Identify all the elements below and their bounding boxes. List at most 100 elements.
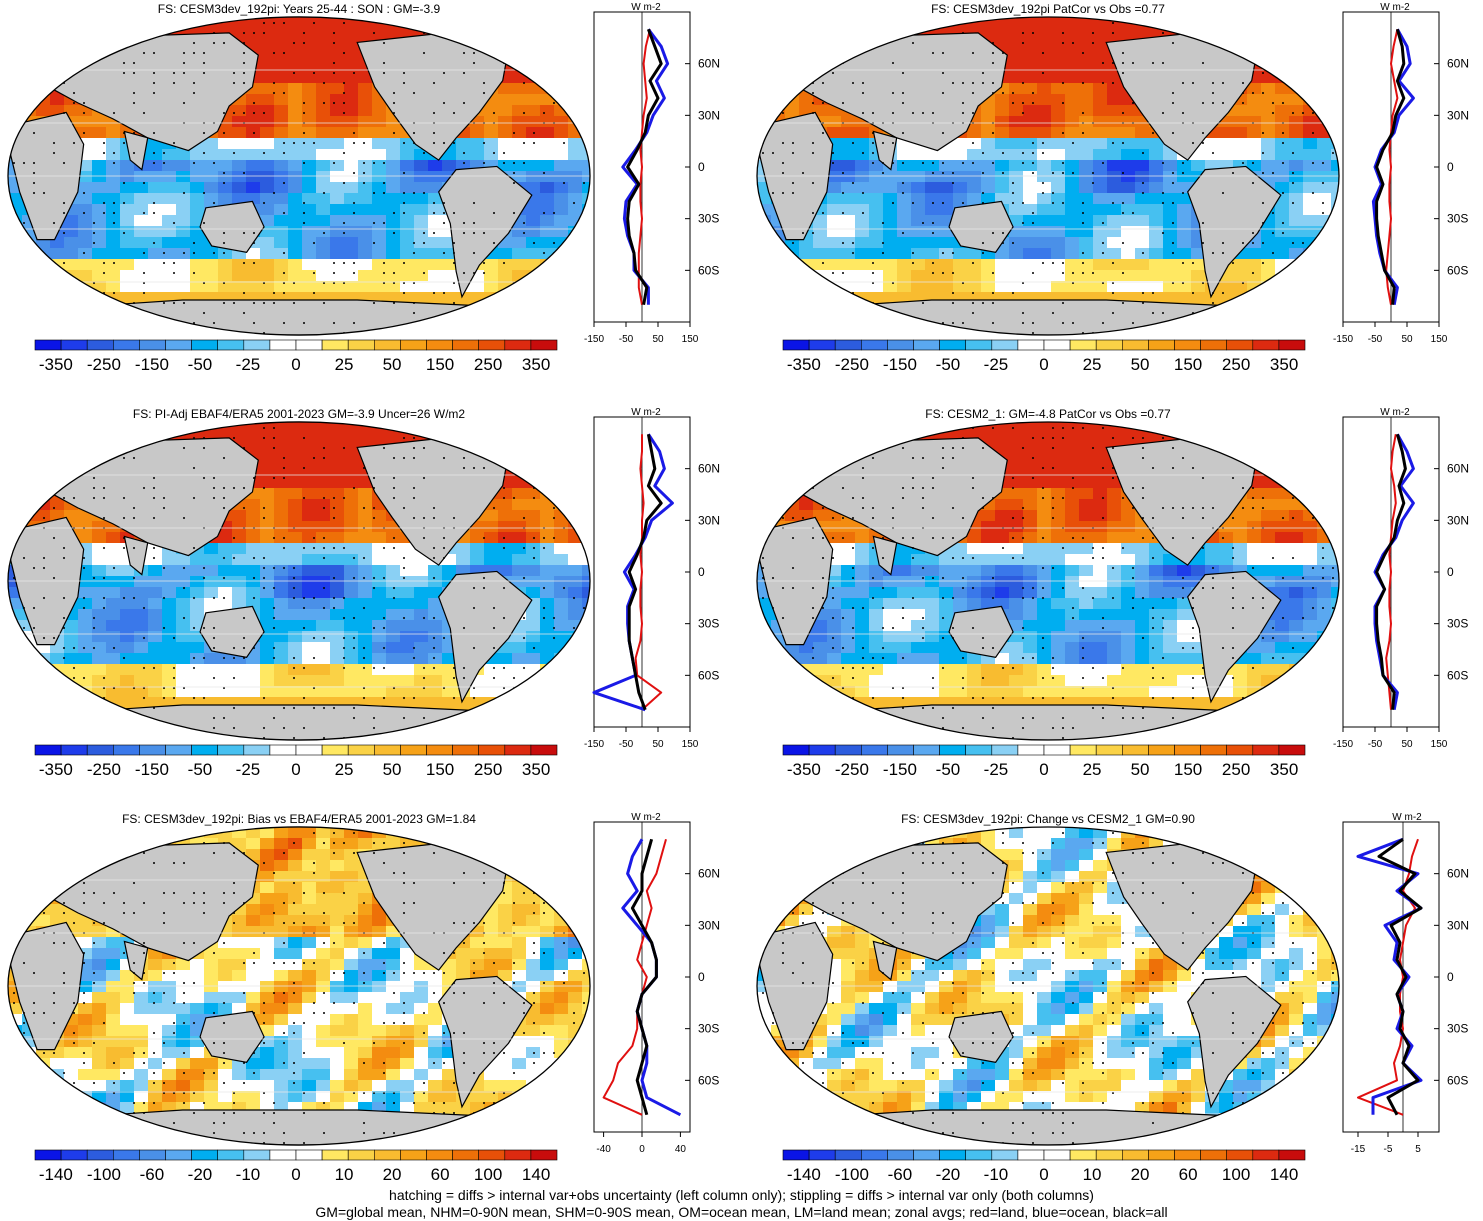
colorbar: -140 -100 -60 -20 -10 0 10 20 60 100 140 xyxy=(34,1149,558,1184)
colorbar-swatch xyxy=(1043,1149,1071,1161)
x-tick-label: 150 xyxy=(1431,334,1448,345)
map-field xyxy=(757,17,1339,335)
colorbar-swatch xyxy=(1017,744,1045,756)
x-tick-label: 50 xyxy=(652,334,664,345)
colorbar-swatch xyxy=(991,1149,1019,1161)
colorbar-swatch xyxy=(1226,744,1254,756)
graticule xyxy=(757,879,1339,1093)
footer-line-1: hatching = diffs > internal var+obs unce… xyxy=(389,1187,1094,1203)
profile-line-all xyxy=(630,838,658,1116)
y-tick-label: 60S xyxy=(1447,1073,1468,1087)
profile-line-land xyxy=(634,434,663,711)
colorbar-swatch xyxy=(139,1149,166,1161)
colorbar: -350 -250 -150 -50 -25 0 25 50 150 250 350 xyxy=(782,339,1306,374)
y-tick-label: 30S xyxy=(1447,212,1468,226)
colorbar-swatch xyxy=(782,744,810,756)
colorbar-swatch xyxy=(165,339,192,351)
colorbar-label: -60 xyxy=(888,1165,913,1184)
colorbar-label: 0 xyxy=(1039,355,1048,374)
land-greenland xyxy=(1245,430,1282,455)
y-tick-label: 30N xyxy=(1447,513,1469,527)
land-india xyxy=(872,130,898,171)
profile-line-all xyxy=(626,28,663,306)
colorbar-swatch xyxy=(400,1149,427,1161)
panel-title: FS: CESM3dev_192pi: Change vs CESM2_1 GM… xyxy=(901,812,1195,826)
x-tick-label: -150 xyxy=(584,739,604,750)
x-tick-label: -50 xyxy=(1368,334,1383,345)
colorbar-label: -250 xyxy=(835,355,869,374)
y-tick-label: 60S xyxy=(1447,263,1468,277)
colorbar-swatch xyxy=(1174,744,1201,756)
colorbar-swatch xyxy=(86,744,114,756)
colorbar-label: -20 xyxy=(936,1165,961,1184)
colorbar-swatch xyxy=(321,1149,349,1161)
land-australia xyxy=(199,605,265,658)
colorbar-swatch xyxy=(1148,1149,1175,1161)
colorbar-swatch xyxy=(452,339,480,351)
colorbar-swatch xyxy=(504,339,532,351)
x-tick-label: -50 xyxy=(619,334,634,345)
colorbar-label: -25 xyxy=(236,760,261,779)
x-tick-label: -50 xyxy=(619,739,634,750)
colorbar-label: -140 xyxy=(39,1165,73,1184)
colorbar-label: 150 xyxy=(426,355,454,374)
colorbar-swatch xyxy=(1069,1149,1097,1161)
y-tick-label: 60N xyxy=(1447,57,1469,71)
colorbar-swatch xyxy=(426,339,453,351)
colorbar-label: 250 xyxy=(474,355,502,374)
colorbar-swatch xyxy=(965,744,993,756)
colorbar-swatch xyxy=(939,339,966,351)
panel-3: FS: PI-Adj EBAF4/ERA5 2001-2023 GM=-3.9 … xyxy=(7,407,720,779)
colorbar-swatch xyxy=(834,1149,862,1161)
colorbar-label: -150 xyxy=(135,760,169,779)
x-tick-label: -40 xyxy=(596,1144,611,1155)
colorbar: -350 -250 -150 -50 -25 0 25 50 150 250 350 xyxy=(34,744,558,779)
colorbar-label: 20 xyxy=(1131,1165,1150,1184)
zonal-profile: W m-2 -150 -50 50 150 60N 30N 0 30S 60S xyxy=(1333,2,1469,345)
zonal-profile: W m-2 -150 -50 50 150 60N 30N 0 30S 60S xyxy=(584,2,720,345)
panel-title: FS: CESM2_1: GM=-4.8 PatCor vs Obs =0.77 xyxy=(925,407,1171,421)
panel-title: FS: CESM3dev_192pi PatCor vs Obs =0.77 xyxy=(931,2,1165,16)
land-australia xyxy=(948,200,1014,253)
land-samerica xyxy=(1187,570,1282,704)
colorbar-swatch xyxy=(1252,339,1280,351)
colorbar-label: -60 xyxy=(140,1165,165,1184)
colorbar-swatch xyxy=(1122,744,1149,756)
land-india xyxy=(123,940,149,981)
colorbar-label: -100 xyxy=(835,1165,869,1184)
y-tick-label: 0 xyxy=(1447,565,1454,579)
colorbar-label: 150 xyxy=(426,760,454,779)
zonal-profile: W m-2 -15 -5 5 60N 30N 0 30S 60S xyxy=(1342,812,1469,1155)
colorbar-swatch xyxy=(347,744,375,756)
y-tick-label: 30S xyxy=(1447,617,1468,631)
x-tick-label: 50 xyxy=(1401,334,1413,345)
y-tick-label: 30N xyxy=(1447,918,1469,932)
panel-6: FS: CESM3dev_192pi: Change vs CESM2_1 GM… xyxy=(756,812,1469,1184)
x-tick-label: -5 xyxy=(1384,1144,1393,1155)
colorbar-swatch xyxy=(1122,1149,1149,1161)
land-india xyxy=(872,535,898,576)
panel-4: FS: CESM2_1: GM=-4.8 PatCor vs Obs =0.77… xyxy=(756,407,1469,779)
colorbar-swatch xyxy=(426,744,453,756)
colorbar-swatch xyxy=(965,339,993,351)
colorbar-swatch xyxy=(113,339,140,351)
land-greenland xyxy=(1245,25,1282,50)
map-outline xyxy=(756,421,1340,741)
x-tick-label: -50 xyxy=(1368,739,1383,750)
colorbar-swatch xyxy=(1200,339,1227,351)
colorbar-label: 250 xyxy=(1222,760,1250,779)
colorbar-label: -100 xyxy=(87,1165,121,1184)
graticule xyxy=(757,69,1339,283)
colorbar-label: -150 xyxy=(883,760,917,779)
colorbar-swatch xyxy=(1278,744,1306,756)
colorbar-swatch xyxy=(34,744,62,756)
colorbar-swatch xyxy=(60,744,88,756)
colorbar-label: -350 xyxy=(787,355,821,374)
x-tick-label: -15 xyxy=(1351,1144,1366,1155)
land-india xyxy=(123,535,149,576)
colorbar-swatch xyxy=(113,744,140,756)
colorbar-swatch xyxy=(1017,339,1045,351)
colorbar-swatch xyxy=(269,339,297,351)
panel-title: FS: PI-Adj EBAF4/ERA5 2001-2023 GM=-3.9 … xyxy=(133,407,465,421)
land-antarctica xyxy=(36,704,562,741)
